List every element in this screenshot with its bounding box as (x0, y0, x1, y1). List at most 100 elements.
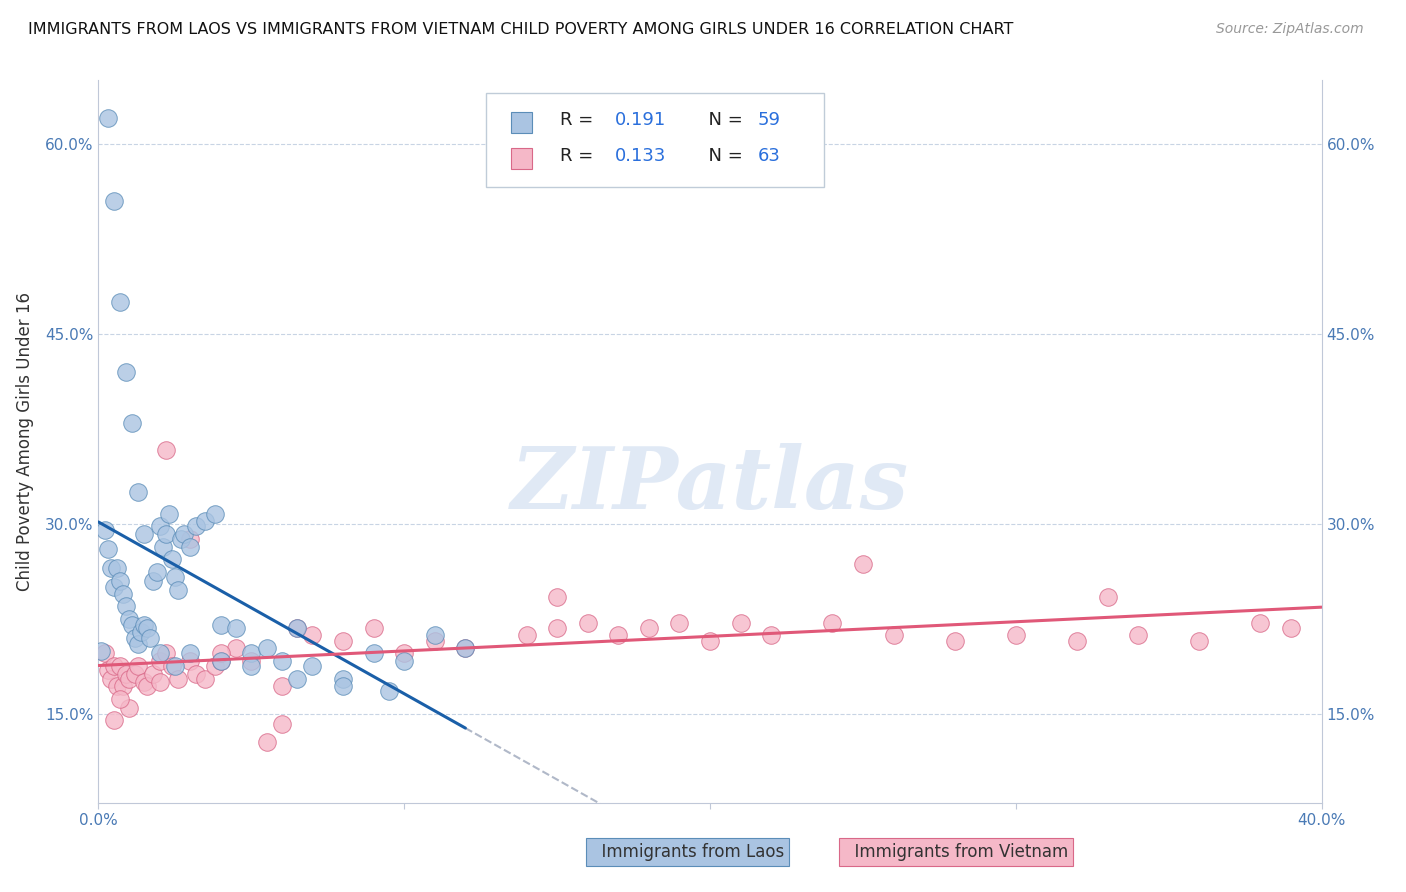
Point (115, 666, 138, 681)
Text: IMMIGRANTS FROM LAOS VS IMMIGRANTS FROM VIETNAM CHILD POVERTY AMONG GIRLS UNDER : IMMIGRANTS FROM LAOS VS IMMIGRANTS FROM … (28, 22, 1014, 37)
Point (423, 628, 446, 642)
Point (121, 618, 143, 632)
Point (225, 641, 247, 656)
Point (1128, 628, 1150, 642)
Point (301, 628, 323, 642)
Point (167, 672, 190, 686)
Point (392, 646, 416, 660)
Point (127, 485, 149, 500)
Text: Immigrants from Vietnam: Immigrants from Vietnam (844, 843, 1067, 861)
Point (576, 615, 599, 630)
Point (97, 112, 120, 126)
Point (637, 621, 661, 635)
Point (186, 666, 208, 681)
Point (149, 646, 172, 660)
Point (152, 540, 174, 554)
Point (194, 515, 217, 529)
Point (163, 659, 186, 673)
Point (129, 624, 152, 639)
Point (139, 631, 162, 645)
Point (124, 631, 146, 645)
Point (332, 672, 354, 686)
Point (134, 618, 156, 632)
Point (118, 612, 141, 626)
Point (108, 691, 131, 706)
Point (821, 615, 844, 630)
Point (90, 643, 112, 657)
Point (256, 641, 278, 656)
FancyBboxPatch shape (510, 112, 533, 133)
Point (134, 675, 156, 690)
Point (759, 628, 782, 642)
Point (173, 527, 195, 541)
Point (285, 621, 308, 635)
Point (285, 621, 308, 635)
Point (108, 574, 131, 588)
Point (127, 637, 149, 651)
Text: R =: R = (560, 147, 599, 165)
Text: 63: 63 (758, 147, 780, 165)
Point (285, 672, 308, 686)
Point (103, 659, 125, 673)
Point (115, 599, 138, 614)
Point (179, 532, 201, 546)
Point (378, 684, 401, 698)
Point (270, 717, 292, 731)
Point (332, 633, 354, 648)
Point (204, 659, 226, 673)
FancyBboxPatch shape (510, 148, 533, 169)
Point (1279, 621, 1302, 635)
Point (97, 542, 120, 557)
Point (105, 561, 128, 575)
Point (423, 633, 446, 648)
Point (179, 540, 201, 554)
Point (240, 659, 263, 673)
Point (155, 443, 177, 458)
Text: Source: ZipAtlas.com: Source: ZipAtlas.com (1216, 22, 1364, 37)
Point (209, 654, 232, 668)
Point (204, 507, 226, 521)
Point (118, 672, 141, 686)
Point (108, 295, 131, 310)
Point (115, 365, 138, 379)
Point (270, 654, 292, 668)
Point (103, 580, 125, 594)
Point (607, 628, 630, 642)
Point (155, 646, 177, 660)
Text: 0.191: 0.191 (614, 111, 666, 129)
Point (1097, 591, 1119, 605)
Point (93, 646, 115, 660)
Point (883, 628, 905, 642)
Point (546, 621, 568, 635)
Point (134, 527, 156, 541)
Text: ZIPatlas: ZIPatlas (510, 443, 910, 526)
Point (363, 646, 385, 660)
Point (111, 679, 134, 693)
Point (209, 646, 232, 660)
Point (121, 416, 143, 430)
Point (103, 714, 125, 728)
Point (142, 666, 165, 681)
Text: 0.133: 0.133 (614, 147, 666, 165)
FancyBboxPatch shape (486, 93, 824, 187)
Point (145, 565, 167, 579)
Point (392, 654, 416, 668)
Point (100, 672, 122, 686)
Text: N =: N = (696, 147, 748, 165)
Point (209, 654, 232, 668)
Point (179, 654, 201, 668)
Point (668, 615, 690, 630)
Point (1188, 633, 1211, 648)
Point (160, 659, 183, 673)
Point (240, 654, 263, 668)
Text: N =: N = (696, 111, 748, 129)
Point (1066, 633, 1088, 648)
Point (111, 587, 134, 601)
Point (160, 552, 183, 566)
Y-axis label: Child Poverty Among Girls Under 16: Child Poverty Among Girls Under 16 (15, 292, 34, 591)
Point (105, 679, 128, 693)
Point (149, 654, 172, 668)
Point (256, 735, 278, 749)
Point (546, 591, 568, 605)
Point (209, 618, 232, 632)
